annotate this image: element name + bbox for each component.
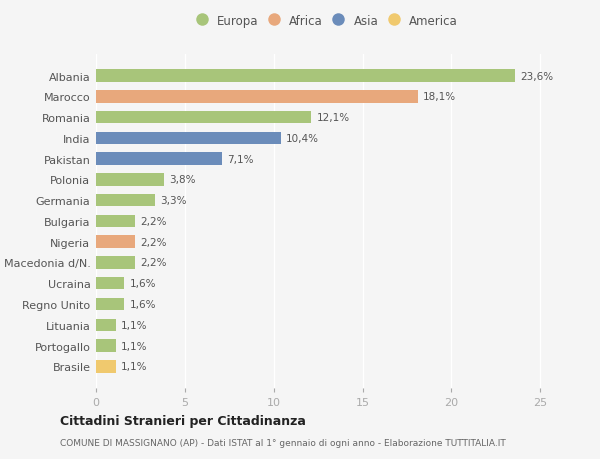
Legend: Europa, Africa, Asia, America: Europa, Africa, Asia, America: [193, 11, 461, 31]
Bar: [96, 132, 281, 145]
Text: 2,2%: 2,2%: [140, 258, 167, 268]
Text: 10,4%: 10,4%: [286, 134, 319, 144]
Text: 1,1%: 1,1%: [121, 320, 148, 330]
Text: 23,6%: 23,6%: [521, 72, 554, 81]
Text: COMUNE DI MASSIGNANO (AP) - Dati ISTAT al 1° gennaio di ogni anno - Elaborazione: COMUNE DI MASSIGNANO (AP) - Dati ISTAT a…: [60, 438, 506, 447]
Text: 7,1%: 7,1%: [227, 154, 254, 164]
Text: 1,6%: 1,6%: [130, 299, 156, 309]
Text: 1,1%: 1,1%: [121, 362, 148, 371]
Text: 12,1%: 12,1%: [316, 113, 349, 123]
Bar: [96, 236, 135, 248]
Bar: [96, 298, 124, 311]
Text: 18,1%: 18,1%: [423, 92, 456, 102]
Bar: [96, 340, 116, 352]
Text: 2,2%: 2,2%: [140, 237, 167, 247]
Bar: [96, 277, 124, 290]
Bar: [96, 112, 311, 124]
Bar: [96, 319, 116, 331]
Bar: [96, 174, 164, 186]
Bar: [96, 91, 418, 103]
Bar: [96, 153, 222, 166]
Bar: [96, 360, 116, 373]
Bar: [96, 257, 135, 269]
Bar: [96, 215, 135, 228]
Text: 3,8%: 3,8%: [169, 175, 196, 185]
Bar: [96, 195, 155, 207]
Text: 2,2%: 2,2%: [140, 217, 167, 226]
Text: 1,6%: 1,6%: [130, 279, 156, 289]
Bar: [96, 70, 515, 83]
Text: Cittadini Stranieri per Cittadinanza: Cittadini Stranieri per Cittadinanza: [60, 414, 306, 428]
Text: 3,3%: 3,3%: [160, 196, 187, 206]
Text: 1,1%: 1,1%: [121, 341, 148, 351]
